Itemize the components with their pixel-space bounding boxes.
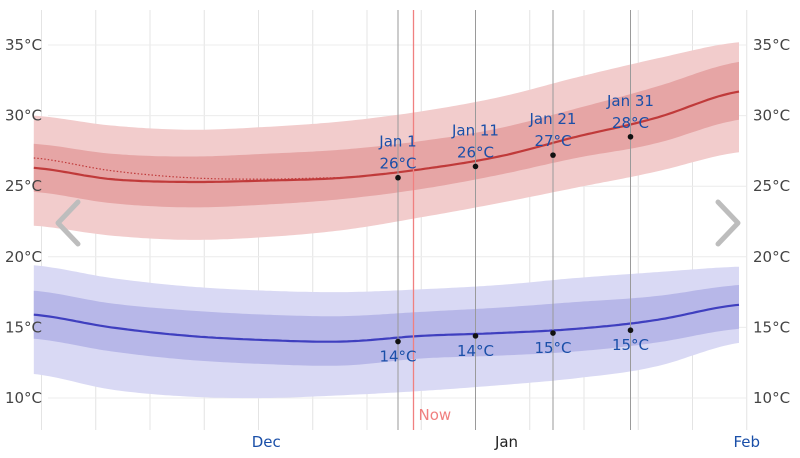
high-value-label: 28°C (612, 114, 649, 132)
annotation-labels: Jan 1 26°C Jan 11 26°C Jan 21 27°C Jan 31 28°C 1… (378, 92, 654, 366)
high-value-label: 27°C (534, 132, 571, 150)
chevron-left-icon (55, 199, 81, 247)
y-tick-left: 15°C (5, 318, 42, 336)
next-button[interactable] (710, 198, 744, 248)
y-tick-right: 10°C (753, 389, 790, 407)
low-median-line (33, 303, 740, 343)
y-tick-right: 30°C (753, 107, 790, 125)
high-point (627, 133, 634, 140)
high-value-label: 26°C (457, 143, 494, 161)
temperature-bands (33, 42, 740, 399)
low-value-label: 15°C (534, 339, 571, 357)
temperature-lines (33, 90, 740, 343)
chevron-right-icon (715, 199, 741, 247)
y-tick-left: 20°C (5, 248, 42, 266)
low-point (627, 327, 634, 334)
high-point (550, 152, 556, 158)
high-date-label: Jan 31 (606, 92, 654, 110)
high-forecast-line (33, 157, 337, 180)
high-point (472, 163, 479, 170)
reference-lines: Now (397, 10, 631, 430)
low-point (472, 333, 479, 339)
y-tick-left: 25°C (5, 177, 42, 195)
y-tick-left: 35°C (5, 36, 42, 54)
low-value-label: 15°C (612, 336, 649, 354)
high-value-label: 26°C (379, 155, 416, 173)
high-point (395, 174, 401, 181)
y-axis-ticks: 10°C 10°C 15°C 15°C 20°C 20°C 25°C 25°C 30°C 30°C… (5, 36, 790, 407)
annotation-points (395, 133, 634, 345)
high-date-label: Jan 11 (451, 121, 499, 139)
x-tick-dec: Dec (252, 433, 281, 451)
high-band-inner (33, 61, 740, 208)
low-value-label: 14°C (457, 342, 494, 360)
low-point (550, 330, 556, 336)
y-tick-right: 15°C (753, 318, 790, 336)
y-tick-left: 10°C (5, 389, 42, 407)
x-tick-feb: Feb (733, 433, 760, 451)
y-tick-right: 20°C (753, 248, 790, 266)
y-tick-right: 25°C (753, 177, 790, 195)
prev-button[interactable] (52, 198, 86, 248)
high-date-label: Jan 1 (378, 133, 416, 151)
x-axis-ticks: Dec Jan Feb (252, 433, 760, 451)
now-label: Now (419, 406, 452, 424)
low-value-label: 14°C (379, 348, 416, 366)
y-tick-right: 35°C (753, 36, 790, 54)
high-date-label: Jan 21 (529, 110, 577, 128)
x-tick-jan: Jan (494, 433, 518, 451)
low-band-inner (33, 285, 740, 366)
low-point (395, 338, 401, 345)
high-median-line (33, 90, 740, 184)
y-tick-left: 30°C (5, 107, 42, 125)
